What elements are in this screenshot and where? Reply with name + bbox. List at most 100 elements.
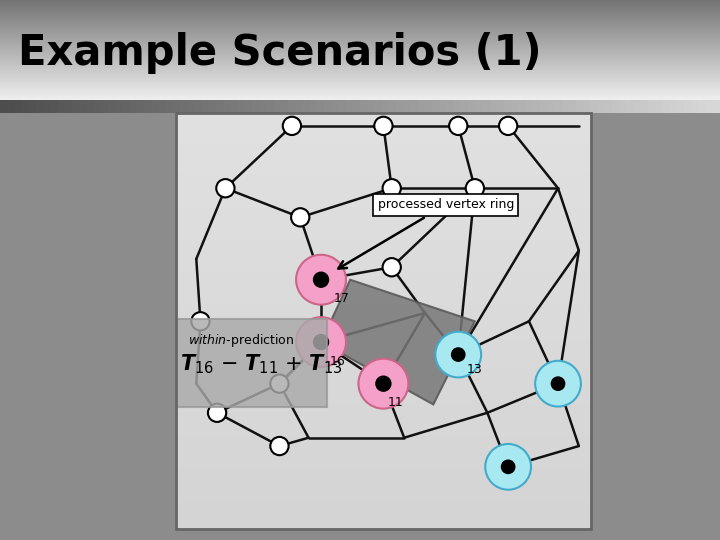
Bar [0,42,720,43]
Bar [0,94,720,95]
Bar [0,19,720,20]
Bar [176,446,591,448]
Bar [43,100,50,113]
Bar [0,46,720,47]
Bar [396,100,403,113]
Bar [0,24,720,25]
Circle shape [270,375,289,393]
Bar [14,100,22,113]
Bar [670,100,677,113]
Bar [65,100,72,113]
Bar [176,163,591,165]
Bar [0,29,720,30]
Text: 17: 17 [333,292,349,305]
Bar [0,44,720,45]
Bar [176,299,591,300]
Bar [176,205,591,207]
Bar [176,461,591,463]
Bar [115,100,122,113]
Bar [0,27,720,28]
Bar [648,100,655,113]
Bar [176,284,591,286]
Bar [176,203,591,205]
Bar [176,294,591,296]
Bar [0,22,720,23]
Bar [176,525,591,527]
Bar [176,236,591,238]
Bar [0,45,720,46]
Bar [176,419,591,421]
Bar [176,485,591,488]
Bar [0,47,720,48]
Bar [176,413,591,415]
Bar [176,404,591,407]
Bar [324,100,331,113]
Bar [176,253,591,255]
Bar [176,180,591,182]
Bar [176,136,591,138]
Bar [425,100,432,113]
Bar [302,100,310,113]
Bar [176,319,591,321]
Bar [0,85,720,86]
Bar [176,454,591,456]
Bar [176,512,591,515]
Bar [176,427,591,429]
Bar [176,126,591,128]
Text: 11: 11 [387,396,403,409]
Bar [526,100,533,113]
Text: Example Scenarios (1): Example Scenarios (1) [18,32,541,74]
Bar [176,197,591,199]
Bar [0,109,720,110]
Bar [576,100,583,113]
Bar [173,100,180,113]
Circle shape [552,377,564,390]
Bar [418,100,425,113]
Bar [403,100,410,113]
Bar [176,230,591,232]
Bar [295,100,302,113]
Bar [0,67,720,68]
Bar [0,28,720,29]
Bar [176,519,591,521]
Bar [176,328,591,329]
Bar [176,178,591,180]
Bar [176,172,591,174]
Bar [367,100,374,113]
Bar [0,30,720,31]
Circle shape [376,376,391,391]
Bar [50,100,58,113]
Bar [176,502,591,504]
Bar [655,100,662,113]
Bar [176,255,591,257]
Bar [176,261,591,263]
Bar [605,100,612,113]
Bar [176,386,591,388]
Bar [176,429,591,431]
Bar [0,4,720,5]
Bar [281,100,288,113]
Bar [691,100,698,113]
Bar [0,73,720,75]
Bar [176,130,591,132]
Bar [176,113,591,116]
Bar [0,40,720,41]
Bar [0,10,720,11]
Bar [176,473,591,475]
Bar [72,100,79,113]
Bar [0,71,720,72]
Bar [176,278,591,280]
Bar [0,91,720,92]
Bar [0,83,720,84]
Bar [0,90,720,91]
Bar [0,7,720,8]
Bar [0,60,720,61]
Bar [176,340,591,342]
Text: processed vertex ring: processed vertex ring [338,198,514,268]
Bar [0,76,720,77]
Bar [634,100,641,113]
Bar [176,313,591,315]
Bar [0,12,720,13]
Bar [176,353,591,355]
Bar [166,100,173,113]
